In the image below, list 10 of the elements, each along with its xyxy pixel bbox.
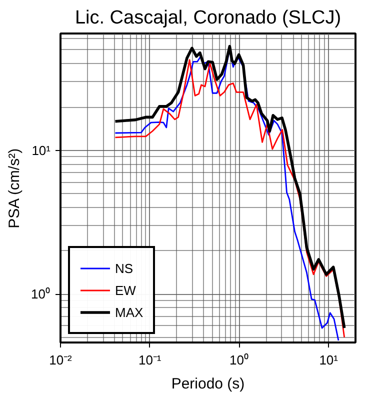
y-axis-title: PSA (cm/s²) xyxy=(6,148,24,228)
x-axis-title: Periodo (s) xyxy=(171,376,245,392)
legend-label: NS xyxy=(115,260,134,276)
x-tick-label: 10⁻² xyxy=(49,352,73,368)
chart-title: Lic. Cascajal, Coronado (SLCJ) xyxy=(74,8,342,28)
x-tick-label: 10¹ xyxy=(319,352,339,368)
legend-label: EW xyxy=(115,282,136,298)
legend-label: MAX xyxy=(115,304,144,320)
x-tick-label: 10⁰ xyxy=(230,352,249,368)
x-tick-label: 10⁻¹ xyxy=(138,352,162,368)
